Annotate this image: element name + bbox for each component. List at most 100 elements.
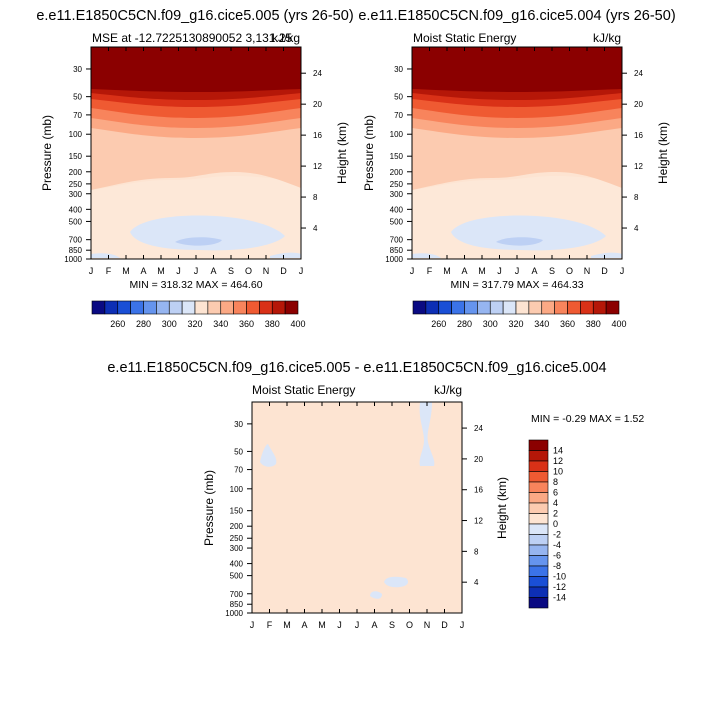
colorbar-label: -4: [553, 540, 561, 550]
colorbar-label: 4: [553, 498, 558, 508]
colorbar-swatch: [528, 300, 543, 315]
height-tick-label: 12: [474, 517, 483, 526]
colorbar-label: 320: [508, 319, 523, 329]
month-tick-label: A: [140, 266, 146, 276]
month-tick-label: S: [228, 266, 234, 276]
colorbar-swatch: [130, 300, 144, 315]
pressure-tick-label: 400: [390, 205, 404, 214]
colorbar-swatch: [528, 481, 549, 493]
pressure-tick-label: 30: [234, 420, 243, 429]
panel-3: e.e11.E1850C5CN.f09_g16.cice5.005 - e.e1…: [107, 360, 644, 630]
pressure-tick-label: 30: [394, 65, 403, 74]
month-tick-label: J: [250, 620, 255, 630]
colorbar-swatch: [117, 300, 131, 315]
pressure-tick-label: 100: [69, 130, 83, 139]
colorbar-swatch: [502, 300, 517, 315]
colorbar-label: 10: [553, 467, 563, 477]
pressure-tick-label: 70: [394, 111, 403, 120]
colorbar-swatch: [91, 300, 106, 315]
colorbar-label: 12: [553, 456, 563, 466]
month-tick-label: J: [194, 266, 199, 276]
pressure-tick-label: 250: [230, 534, 244, 543]
pressure-tick-label: 250: [69, 180, 83, 189]
colorbar-swatch: [528, 471, 549, 483]
month-tick-label: F: [427, 266, 433, 276]
colorbar-swatch: [528, 534, 549, 546]
panel-2-title: e.e11.E1850C5CN.f09_g16.cice5.004 (yrs 2…: [358, 8, 675, 24]
colorbar-swatch: [156, 300, 170, 315]
pressure-tick-label: 700: [230, 590, 244, 599]
height-tick-label: 20: [634, 100, 643, 109]
colorbar-swatch: [515, 300, 530, 315]
month-tick-label: A: [371, 620, 377, 630]
pressure-tick-label: 50: [73, 93, 82, 102]
colorbar-swatch: [592, 300, 607, 315]
pressure-tick-label: 1000: [385, 255, 403, 264]
pressure-tick-label: 300: [69, 190, 83, 199]
height-tick-label: 8: [474, 547, 479, 556]
pressure-tick-label: 70: [234, 466, 243, 475]
height-tick-label: 4: [474, 578, 479, 587]
panel-1-left-label: MSE at -12.7225130890052 3,131.25: [92, 31, 292, 45]
month-tick-label: J: [337, 620, 342, 630]
pressure-tick-label: 250: [390, 180, 404, 189]
panel-2-colorbar: 260 280 300 320 340 360 380 400: [412, 300, 627, 329]
height-tick-label: 16: [313, 131, 322, 140]
colorbar-swatch: [528, 513, 549, 525]
panel-3-axes: J F M A M J J A S O N D J305070100150200250300400500…: [225, 402, 483, 630]
month-tick-label: J: [515, 266, 520, 276]
month-tick-label: J: [497, 266, 502, 276]
pressure-tick-label: 1000: [225, 609, 243, 618]
month-tick-label: D: [441, 620, 448, 630]
colorbar-swatch: [528, 565, 549, 577]
panel-2-contour-field: [411, 46, 623, 260]
colorbar-swatch: [233, 300, 247, 315]
month-tick-label: M: [318, 620, 326, 630]
month-tick-label: O: [566, 266, 573, 276]
colorbar-swatch: [528, 586, 549, 598]
colorbar-swatch: [528, 597, 549, 609]
colorbar-swatch: [580, 300, 594, 315]
panel-3-ylabel-right: Height (km): [495, 477, 509, 539]
colorbar-swatch: [605, 300, 620, 315]
pressure-tick-label: 150: [390, 152, 404, 161]
colorbar-swatch: [246, 300, 260, 315]
month-tick-label: A: [210, 266, 216, 276]
panel-1-ylabel-right: Height (km): [335, 122, 349, 184]
panel-3-units-label: kJ/kg: [434, 383, 462, 397]
colorbar-swatch: [207, 300, 222, 315]
height-tick-label: 20: [313, 100, 322, 109]
height-tick-label: 4: [313, 224, 318, 233]
pressure-tick-label: 200: [69, 168, 83, 177]
panel-1-colorbar: 260 280 300 320 340 360 380 400: [91, 300, 306, 329]
pressure-tick-label: 100: [230, 485, 244, 494]
colorbar-swatch: [143, 300, 157, 315]
panel-2-units-label: kJ/kg: [593, 31, 621, 45]
colorbar-label: 260: [110, 319, 125, 329]
month-tick-label: D: [280, 266, 287, 276]
pressure-tick-label: 300: [390, 190, 404, 199]
panel-3-left-label: Moist Static Energy: [252, 383, 355, 397]
pressure-tick-label: 50: [234, 447, 243, 456]
colorbar-swatch: [104, 300, 119, 315]
pressure-tick-label: 700: [390, 236, 404, 245]
month-tick-label: M: [478, 266, 486, 276]
panel-2-minmax: MIN = 317.79 MAX = 464.33: [450, 279, 583, 291]
panel-3-contour-field: [251, 401, 463, 614]
height-tick-label: 8: [634, 193, 639, 202]
colorbar-label: 14: [553, 446, 563, 456]
colorbar-swatch: [541, 300, 555, 315]
panel-1-ylabel-left: Pressure (mb): [40, 115, 54, 191]
colorbar-swatch: [425, 300, 440, 315]
panel-2-axes: J F M A M J J A S O N D J305070100150200250300400500…: [385, 47, 643, 276]
month-tick-label: S: [389, 620, 395, 630]
height-tick-label: 24: [313, 69, 322, 78]
month-tick-label: M: [157, 266, 165, 276]
pressure-tick-label: 400: [230, 560, 244, 569]
height-tick-label: 24: [474, 424, 483, 433]
colorbar-label: 340: [213, 319, 228, 329]
month-tick-label: J: [410, 266, 415, 276]
month-tick-label: J: [460, 620, 465, 630]
colorbar-label: 2: [553, 509, 558, 519]
